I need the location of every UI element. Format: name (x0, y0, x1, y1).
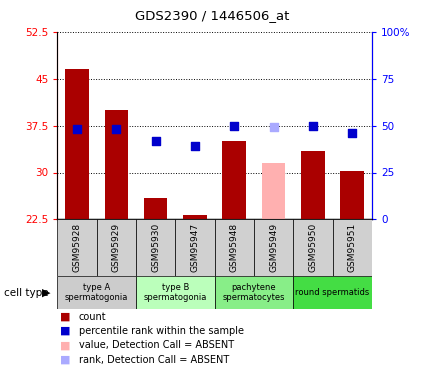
Point (192, 143, 198, 149)
Point (152, 138, 159, 144)
Text: rank, Detection Call = ABSENT: rank, Detection Call = ABSENT (79, 355, 229, 364)
Bar (301, 151, 325, 219)
Bar (57, 219, 96, 276)
Text: pachytene
spermatocytes: pachytene spermatocytes (223, 283, 285, 302)
Bar (223, 141, 246, 219)
Bar (293, 219, 332, 276)
Bar (96, 219, 136, 276)
Text: type A
spermatogonia: type A spermatogonia (65, 283, 128, 302)
Bar (254, 219, 293, 276)
Point (270, 124, 277, 130)
Text: GSM95951: GSM95951 (348, 223, 357, 272)
Text: GSM95929: GSM95929 (112, 223, 121, 272)
Point (113, 126, 120, 132)
Text: GSM95928: GSM95928 (73, 223, 82, 272)
Text: cell type: cell type (4, 288, 49, 297)
Bar (332, 219, 372, 276)
Bar (65, 69, 89, 219)
Bar (136, 276, 215, 309)
Text: type B
spermatogonia: type B spermatogonia (144, 283, 207, 302)
Point (349, 130, 356, 136)
Text: percentile rank within the sample: percentile rank within the sample (79, 326, 244, 336)
Bar (262, 163, 285, 219)
Text: GSM95949: GSM95949 (269, 223, 278, 272)
Text: GSM95950: GSM95950 (309, 223, 317, 272)
Bar (215, 219, 254, 276)
Text: GDS2390 / 1446506_at: GDS2390 / 1446506_at (135, 9, 290, 22)
Text: round spermatids: round spermatids (295, 288, 370, 297)
Text: ■: ■ (60, 355, 70, 364)
Text: count: count (79, 312, 106, 322)
Bar (57, 276, 136, 309)
Text: GSM95948: GSM95948 (230, 223, 239, 272)
Text: GSM95947: GSM95947 (190, 223, 199, 272)
Text: ▶: ▶ (42, 288, 50, 297)
Point (74, 126, 80, 132)
Bar (183, 215, 207, 219)
Bar (105, 110, 128, 219)
Point (231, 123, 238, 129)
Bar (175, 219, 215, 276)
Text: GSM95930: GSM95930 (151, 223, 160, 272)
Text: ■: ■ (60, 312, 70, 322)
Text: ■: ■ (60, 340, 70, 350)
Bar (340, 171, 364, 219)
Text: ■: ■ (60, 326, 70, 336)
Bar (136, 219, 175, 276)
Bar (144, 198, 167, 219)
Bar (215, 276, 293, 309)
Text: value, Detection Call = ABSENT: value, Detection Call = ABSENT (79, 340, 234, 350)
Bar (293, 276, 372, 309)
Point (309, 123, 316, 129)
